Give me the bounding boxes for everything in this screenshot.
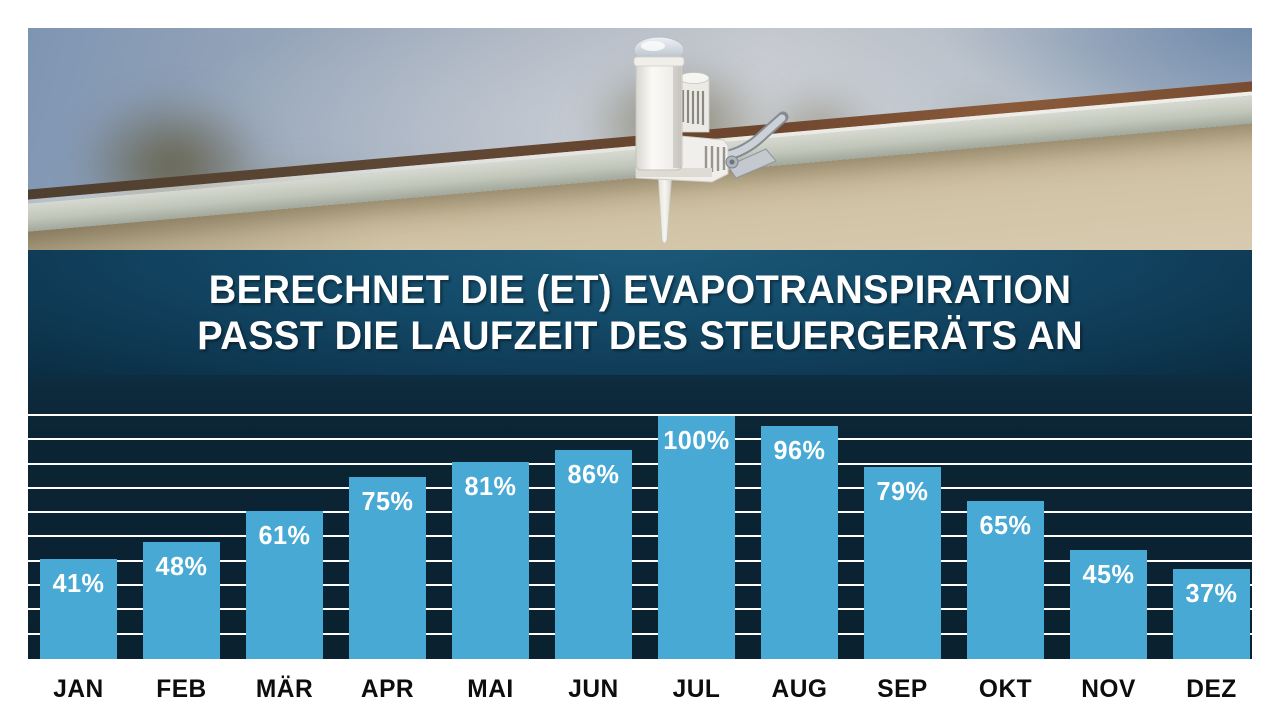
bar-value-label: 96% (773, 435, 826, 465)
bar-jun: 86% (555, 450, 632, 659)
month-label-feb: FEB (156, 675, 207, 703)
gridline-10 (28, 633, 1252, 635)
bar-jul: 100% (658, 416, 735, 659)
gridline-80 (28, 463, 1252, 465)
month-label-jan: JAN (53, 675, 104, 703)
bar-value-label: 41% (52, 568, 105, 598)
bar-value-label: 65% (979, 510, 1032, 540)
gridline-100 (28, 414, 1252, 416)
bar-value-label: 79% (876, 476, 929, 506)
title-banner: BERECHNET DIE (ET) EVAPOTRANSPIRATION PA… (28, 250, 1252, 375)
bar-value-label: 86% (567, 459, 620, 489)
gridline-50 (28, 535, 1252, 537)
banner-line-2: PASST DIE LAUFZEIT DES STEUERGERÄTS AN (197, 313, 1083, 358)
gridline-60 (28, 511, 1252, 513)
banner-line-1: BERECHNET DIE (ET) EVAPOTRANSPIRATION (208, 267, 1072, 312)
month-label-dez: DEZ (1186, 675, 1237, 703)
bar-sep: 79% (864, 467, 941, 659)
gridline-90 (28, 438, 1252, 440)
bar-apr: 75% (349, 477, 426, 659)
bar-mär: 61% (246, 511, 323, 659)
month-axis: JAN FEB MÄR APR MAI JUN JUL AUG SEP OKT NOV DEZ (0, 659, 1280, 720)
bar-value-label: 81% (464, 471, 517, 501)
gridlines (28, 375, 1252, 659)
bar-feb: 48% (143, 542, 220, 659)
bar-jan: 41% (40, 559, 117, 659)
month-label-nov: NOV (1081, 675, 1136, 703)
bar-chart: 41% 48% 61% 75% 81% 86% 100% 96% 79% 65% 45% 37% (28, 375, 1252, 659)
month-label-jun: JUN (568, 675, 619, 703)
bar-value-label: 75% (361, 486, 414, 516)
gridline-70 (28, 487, 1252, 489)
bar-value-label: 100% (663, 425, 730, 455)
month-label-mär: MÄR (255, 675, 314, 703)
bars-container: 41% 48% 61% 75% 81% 86% 100% 96% 79% 65% 45% 37% (28, 375, 1252, 659)
bar-nov: 45% (1070, 550, 1147, 659)
month-label-apr: APR (360, 675, 415, 703)
month-label-mai: MAI (467, 675, 514, 703)
gridline-40 (28, 560, 1252, 562)
bar-mai: 81% (452, 462, 529, 659)
month-label-aug: AUG (771, 675, 828, 703)
rain-sensor-icon (633, 36, 789, 244)
month-label-jul: JUL (672, 675, 721, 703)
bar-value-label: 48% (155, 551, 208, 581)
bar-okt: 65% (967, 501, 1044, 659)
bar-dez: 37% (1173, 569, 1250, 659)
gridline-20 (28, 608, 1252, 610)
header-photo (28, 28, 1252, 250)
bar-value-label: 37% (1185, 578, 1238, 608)
bar-value-label: 45% (1082, 559, 1135, 589)
month-label-sep: SEP (877, 675, 928, 703)
month-label-okt: OKT (978, 675, 1033, 703)
bar-aug: 96% (761, 426, 838, 659)
gridline-30 (28, 584, 1252, 586)
bar-value-label: 61% (258, 520, 311, 550)
